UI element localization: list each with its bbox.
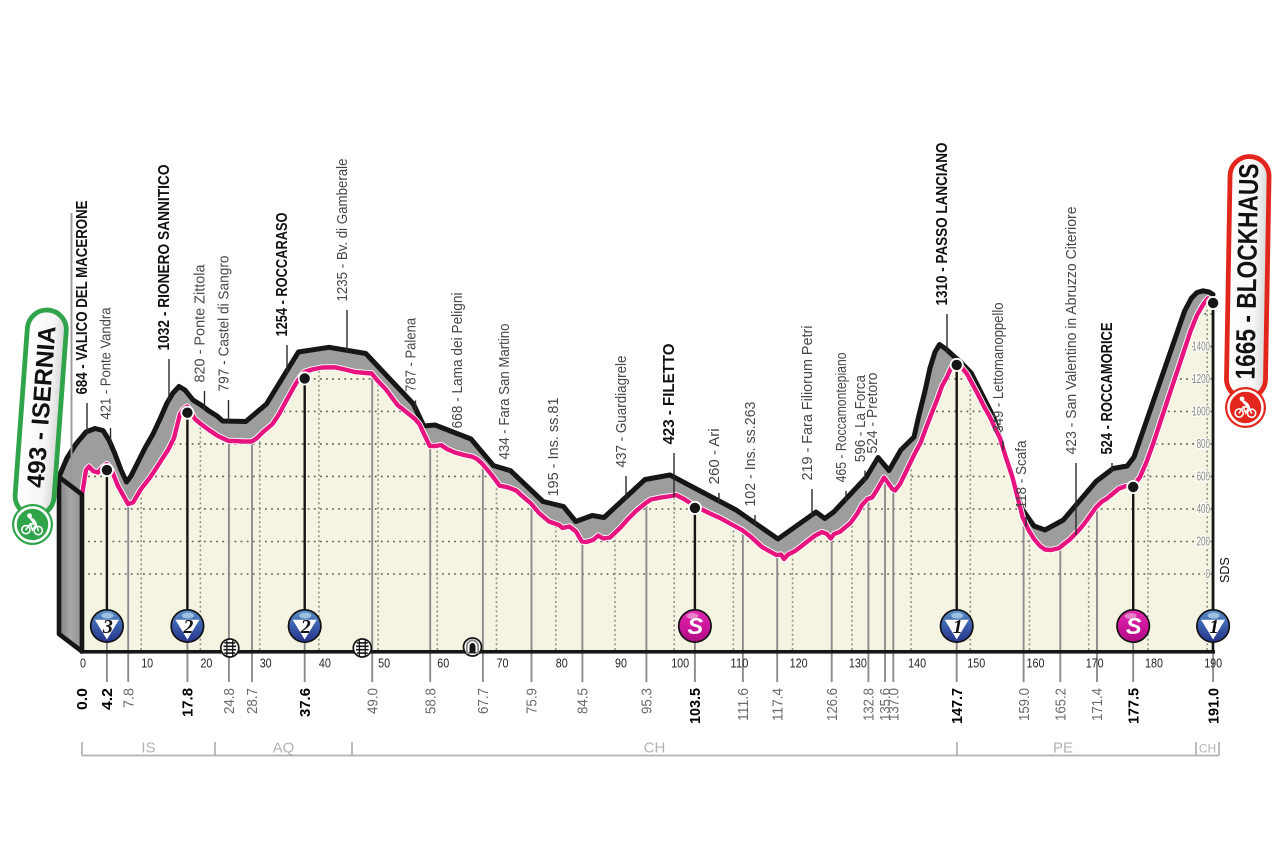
svg-text:1200: 1200 — [1192, 372, 1210, 386]
svg-text:37.6: 37.6 — [297, 688, 314, 717]
svg-text:0: 0 — [1206, 567, 1211, 581]
svg-text:135.6: 135.6 — [878, 688, 894, 721]
svg-text:524 - Pretoro: 524 - Pretoro — [864, 373, 881, 454]
svg-text:IS: IS — [141, 740, 155, 757]
svg-text:SDS: SDS — [1218, 557, 1232, 583]
svg-text:58.8: 58.8 — [423, 688, 439, 714]
svg-text:118 - Scafa: 118 - Scafa — [1013, 440, 1030, 509]
svg-text:524 - ROCCAMORICE: 524 - ROCCAMORICE — [1099, 323, 1116, 455]
svg-text:100: 100 — [671, 656, 689, 671]
svg-text:1032 - RIONERO SANNITICO: 1032 - RIONERO SANNITICO — [156, 165, 173, 351]
svg-text:170: 170 — [1086, 656, 1104, 671]
svg-text:1665 - BLOCKHAUS: 1665 - BLOCKHAUS — [1229, 163, 1264, 380]
svg-text:28.7: 28.7 — [245, 688, 261, 714]
svg-text:684 - VALICO DEL MACERONE: 684 - VALICO DEL MACERONE — [74, 201, 91, 395]
svg-text:434 - Fara San Martino: 434 - Fara San Martino — [496, 324, 513, 460]
svg-text:191.0: 191.0 — [1205, 688, 1222, 724]
svg-text:4.2: 4.2 — [99, 688, 116, 710]
svg-text:7.8: 7.8 — [121, 688, 137, 708]
svg-text:126.6: 126.6 — [825, 688, 841, 721]
svg-text:1254 - ROCCARASO: 1254 - ROCCARASO — [274, 213, 291, 337]
svg-text:80: 80 — [556, 656, 568, 671]
svg-text:CH: CH — [1199, 742, 1216, 756]
svg-text:421 - Ponte Vandra: 421 - Ponte Vandra — [98, 307, 115, 420]
svg-text:437 - Guardiagrele: 437 - Guardiagrele — [613, 356, 630, 468]
svg-text:84.5: 84.5 — [576, 688, 592, 714]
svg-text:AQ: AQ — [273, 740, 295, 757]
svg-text:0.0: 0.0 — [74, 688, 91, 710]
svg-text:117.4: 117.4 — [770, 688, 786, 721]
svg-text:349 - Lettomanoppello: 349 - Lettomanoppello — [990, 303, 1007, 433]
svg-text:S: S — [688, 613, 704, 639]
svg-text:195 - Ins. ss.81: 195 - Ins. ss.81 — [545, 398, 562, 497]
svg-text:132.8: 132.8 — [862, 688, 878, 721]
svg-text:111.6: 111.6 — [736, 688, 752, 721]
svg-text:17.8: 17.8 — [180, 688, 197, 717]
svg-text:2: 2 — [300, 616, 311, 638]
svg-text:50: 50 — [378, 656, 390, 671]
svg-text:190: 190 — [1204, 656, 1222, 671]
svg-text:60: 60 — [437, 656, 449, 671]
svg-text:130: 130 — [849, 656, 867, 671]
svg-text:165.2: 165.2 — [1054, 688, 1070, 721]
svg-text:0: 0 — [80, 656, 86, 671]
svg-text:110: 110 — [730, 656, 748, 671]
svg-text:95.3: 95.3 — [640, 688, 656, 714]
svg-text:40: 40 — [319, 656, 331, 671]
svg-text:20: 20 — [200, 656, 212, 671]
svg-text:160: 160 — [1027, 656, 1045, 671]
svg-text:102 - Ins. ss.263: 102 - Ins. ss.263 — [742, 402, 759, 507]
svg-text:159.0: 159.0 — [1017, 688, 1033, 721]
svg-text:219 - Fara Filiorum Petri: 219 - Fara Filiorum Petri — [799, 326, 816, 481]
svg-text:147.7: 147.7 — [949, 688, 966, 724]
svg-text:600: 600 — [1197, 469, 1210, 483]
svg-text:70: 70 — [497, 656, 509, 671]
svg-text:1310 - PASSO LANCIANO: 1310 - PASSO LANCIANO — [934, 143, 951, 306]
svg-text:800: 800 — [1197, 437, 1210, 451]
svg-text:10: 10 — [141, 656, 153, 671]
svg-text:49.0: 49.0 — [365, 688, 381, 714]
svg-text:787 - Palena: 787 - Palena — [403, 317, 420, 392]
svg-text:150: 150 — [967, 656, 985, 671]
svg-text:820 - Ponte Zittola: 820 - Ponte Zittola — [192, 264, 209, 383]
svg-text:137.0: 137.0 — [887, 688, 903, 721]
svg-text:177.5: 177.5 — [1125, 688, 1142, 724]
svg-text:423 - San Valentino in Abruzzo: 423 - San Valentino in Abruzzo Citeriore — [1063, 207, 1080, 455]
svg-text:PE: PE — [1053, 740, 1073, 757]
svg-text:465 - Roccamontepiano: 465 - Roccamontepiano — [833, 352, 850, 482]
svg-text:90: 90 — [615, 656, 627, 671]
svg-text:103.5: 103.5 — [687, 688, 704, 724]
svg-text:400: 400 — [1197, 502, 1210, 516]
svg-text:S: S — [1126, 613, 1142, 639]
svg-text:668 - Lama dei Peligni: 668 - Lama dei Peligni — [449, 293, 466, 429]
svg-text:75.9: 75.9 — [525, 688, 541, 714]
svg-text:140: 140 — [908, 656, 926, 671]
svg-text:67.7: 67.7 — [476, 688, 492, 714]
svg-text:1: 1 — [953, 616, 963, 638]
svg-text:24.8: 24.8 — [222, 688, 238, 714]
svg-text:2: 2 — [182, 616, 193, 638]
svg-text:120: 120 — [790, 656, 808, 671]
svg-text:797 - Castel di Sangro: 797 - Castel di Sangro — [216, 256, 233, 392]
svg-text:CH: CH — [644, 740, 666, 757]
svg-text:596 - La Forca: 596 - La Forca — [852, 375, 869, 463]
svg-text:1: 1 — [1209, 616, 1219, 638]
svg-text:30: 30 — [260, 656, 272, 671]
svg-text:1400: 1400 — [1192, 339, 1210, 353]
svg-text:423 - FILETTO: 423 - FILETTO — [661, 344, 678, 445]
svg-text:1235 - Bv. di Gamberale: 1235 - Bv. di Gamberale — [334, 159, 351, 302]
svg-text:3: 3 — [102, 616, 113, 638]
svg-text:200: 200 — [1197, 535, 1210, 549]
svg-text:171.4: 171.4 — [1090, 688, 1106, 721]
svg-text:180: 180 — [1145, 656, 1163, 671]
svg-text:1000: 1000 — [1192, 404, 1210, 418]
svg-text:260 - Ari: 260 - Ari — [706, 428, 723, 484]
